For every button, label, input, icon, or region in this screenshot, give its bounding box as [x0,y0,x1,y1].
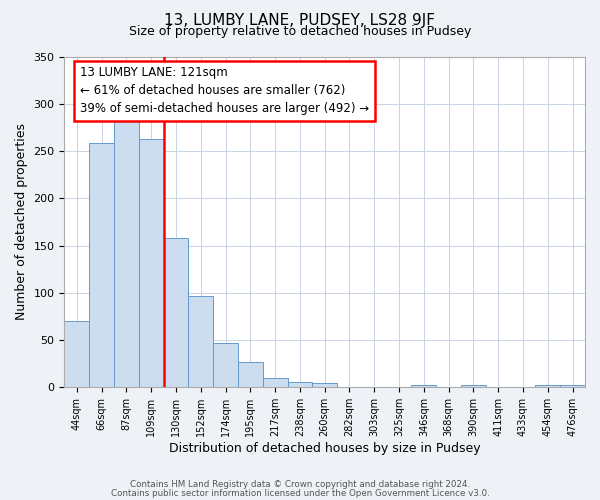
Bar [263,378,287,388]
Bar [188,296,213,388]
Text: Contains public sector information licensed under the Open Government Licence v3: Contains public sector information licen… [110,488,490,498]
Text: Contains HM Land Registry data © Crown copyright and database right 2024.: Contains HM Land Registry data © Crown c… [130,480,470,489]
Text: 13, LUMBY LANE, PUDSEY, LS28 9JF: 13, LUMBY LANE, PUDSEY, LS28 9JF [164,12,436,28]
Bar [287,382,313,388]
Bar [213,343,238,388]
Bar [535,386,560,388]
X-axis label: Distribution of detached houses by size in Pudsey: Distribution of detached houses by size … [169,442,481,455]
Text: 13 LUMBY LANE: 121sqm
← 61% of detached houses are smaller (762)
39% of semi-det: 13 LUMBY LANE: 121sqm ← 61% of detached … [80,66,369,116]
Bar [560,386,585,388]
Bar [89,144,114,388]
Text: Size of property relative to detached houses in Pudsey: Size of property relative to detached ho… [129,25,471,38]
Bar [313,382,337,388]
Bar [238,362,263,388]
Bar [164,238,188,388]
Bar [461,384,486,388]
Bar [412,384,436,388]
Bar [114,108,139,388]
Y-axis label: Number of detached properties: Number of detached properties [15,124,28,320]
Bar [64,321,89,388]
Bar [139,138,164,388]
